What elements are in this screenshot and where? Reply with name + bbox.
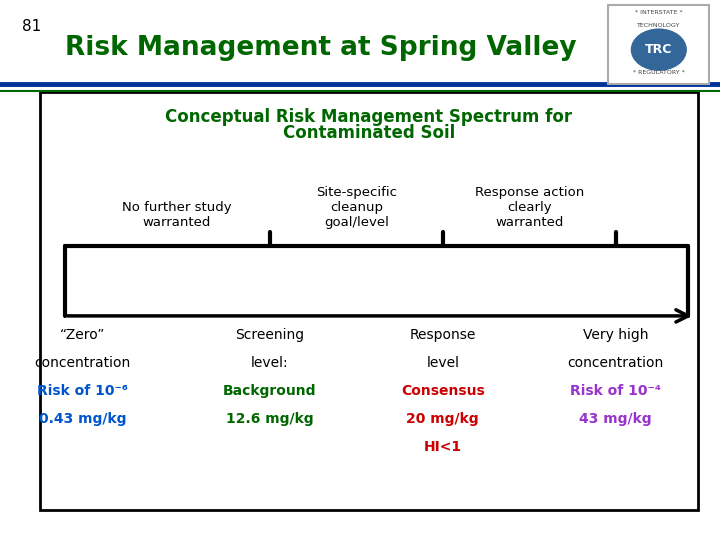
- Text: Screening: Screening: [235, 328, 305, 342]
- Text: Background: Background: [223, 384, 317, 398]
- Text: TECHNOLOGY: TECHNOLOGY: [637, 23, 680, 28]
- Text: Risk Management at Spring Valley: Risk Management at Spring Valley: [65, 35, 577, 61]
- Text: concentration: concentration: [35, 356, 131, 370]
- Text: Response: Response: [410, 328, 476, 342]
- Text: 12.6 mg/kg: 12.6 mg/kg: [226, 412, 314, 426]
- Text: 43 mg/kg: 43 mg/kg: [580, 412, 652, 426]
- Text: No further study
warranted: No further study warranted: [122, 201, 231, 229]
- Text: 20 mg/kg: 20 mg/kg: [407, 412, 479, 426]
- Text: 81: 81: [22, 19, 41, 34]
- Text: HI<1: HI<1: [424, 440, 462, 454]
- Text: level: level: [426, 356, 459, 370]
- Text: level:: level:: [251, 356, 289, 370]
- Text: Contaminated Soil: Contaminated Soil: [282, 124, 455, 142]
- Text: * REGULATORY *: * REGULATORY *: [633, 70, 685, 75]
- Text: “Zero”: “Zero”: [60, 328, 106, 342]
- Text: Very high: Very high: [583, 328, 648, 342]
- Text: Response action
clearly
warranted: Response action clearly warranted: [474, 186, 584, 230]
- Text: * INTERSTATE *: * INTERSTATE *: [635, 10, 683, 15]
- Text: Site-specific
cleanup
goal/level: Site-specific cleanup goal/level: [316, 186, 397, 230]
- FancyBboxPatch shape: [608, 5, 709, 84]
- Text: concentration: concentration: [567, 356, 664, 370]
- Text: Consensus: Consensus: [401, 384, 485, 398]
- Text: Risk of 10⁻⁶: Risk of 10⁻⁶: [37, 384, 128, 398]
- Text: 0.43 mg/kg: 0.43 mg/kg: [39, 412, 127, 426]
- FancyBboxPatch shape: [40, 92, 698, 510]
- Circle shape: [631, 29, 686, 70]
- Text: TRC: TRC: [645, 43, 672, 56]
- Text: Conceptual Risk Management Spectrum for: Conceptual Risk Management Spectrum for: [165, 108, 572, 126]
- Text: Risk of 10⁻⁴: Risk of 10⁻⁴: [570, 384, 661, 398]
